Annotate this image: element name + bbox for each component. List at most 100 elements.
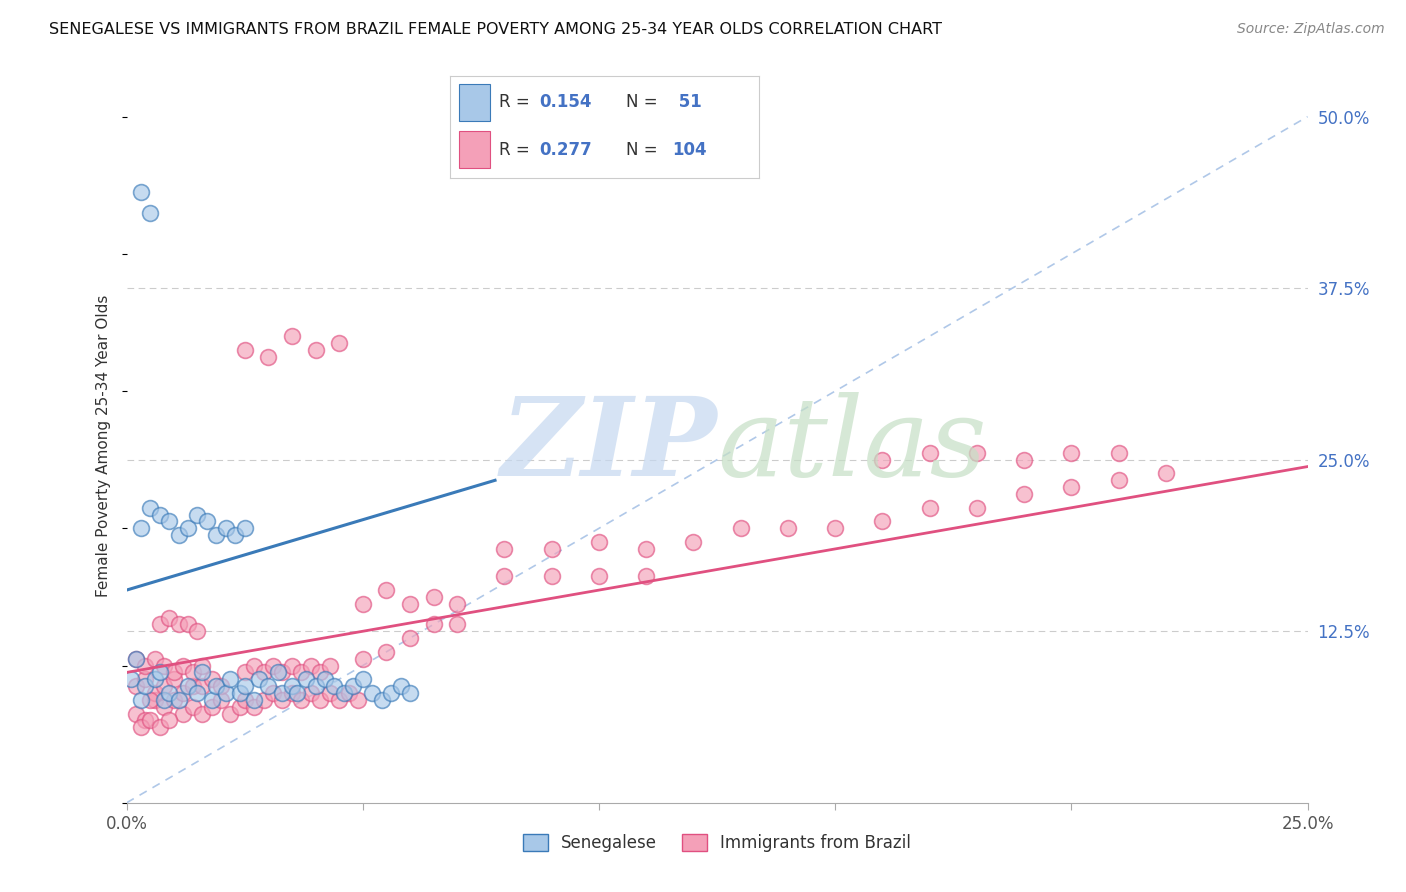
Point (252, 665, 274, 680)
Point (361, 686, 384, 700)
Point (143, 686, 166, 700)
Point (333, 686, 356, 700)
Point (163, 673, 186, 687)
Point (209, 693, 232, 707)
Point (181, 699, 204, 714)
Point (229, 699, 252, 714)
Point (143, 693, 166, 707)
Text: R =: R = (499, 141, 536, 159)
Point (200, 673, 222, 687)
Point (143, 673, 166, 687)
Point (295, 673, 318, 687)
Point (285, 686, 308, 700)
Point (125, 651, 148, 665)
Text: SENEGALESE VS IMMIGRANTS FROM BRAZIL FEMALE POVERTY AMONG 25-34 YEAR OLDS CORREL: SENEGALESE VS IMMIGRANTS FROM BRAZIL FEM… (49, 22, 942, 37)
Point (399, 597, 422, 611)
Point (636, 569, 658, 583)
Point (309, 665, 332, 680)
Point (824, 521, 846, 535)
Point (290, 693, 312, 707)
Point (233, 693, 256, 707)
Point (149, 617, 172, 632)
Point (186, 508, 208, 522)
Point (247, 673, 270, 687)
Point (1154, 467, 1177, 481)
Point (323, 679, 346, 693)
Point (966, 500, 988, 515)
Point (243, 693, 266, 707)
Point (304, 679, 326, 693)
Point (271, 686, 294, 700)
Point (149, 720, 172, 734)
Point (872, 515, 894, 529)
Point (252, 693, 274, 707)
Point (730, 521, 752, 535)
Point (304, 343, 326, 357)
Point (200, 693, 222, 707)
Point (309, 693, 332, 707)
Point (129, 693, 152, 707)
Point (290, 665, 312, 680)
Point (636, 541, 658, 556)
Point (172, 658, 194, 673)
Point (588, 535, 610, 549)
Point (157, 610, 180, 624)
Point (191, 706, 214, 721)
Point (257, 679, 280, 693)
Point (215, 521, 238, 535)
Point (200, 699, 222, 714)
Point (125, 679, 148, 693)
Point (134, 658, 156, 673)
Point (1108, 446, 1130, 460)
Point (209, 679, 232, 693)
Point (181, 679, 204, 693)
Point (446, 617, 468, 632)
Point (399, 686, 422, 700)
Point (375, 583, 398, 598)
Point (224, 528, 246, 542)
Text: 0.277: 0.277 (540, 141, 592, 159)
Point (167, 693, 190, 707)
Bar (460, 84, 491, 121)
Point (243, 658, 266, 673)
Point (125, 706, 148, 721)
Text: ZIP: ZIP (501, 392, 717, 500)
Point (191, 679, 214, 693)
Point (139, 205, 162, 219)
Point (1012, 452, 1035, 467)
Point (149, 665, 172, 680)
Point (233, 521, 256, 535)
Point (271, 665, 294, 680)
Point (318, 686, 340, 700)
Point (233, 679, 256, 693)
Point (370, 693, 392, 707)
Point (129, 185, 152, 199)
Point (352, 651, 374, 665)
Point (540, 569, 562, 583)
Point (153, 679, 176, 693)
Point (139, 500, 162, 515)
Text: 0.154: 0.154 (540, 94, 592, 112)
Point (129, 720, 152, 734)
Point (872, 452, 894, 467)
Point (328, 336, 350, 351)
Point (153, 658, 176, 673)
Point (271, 693, 294, 707)
Point (540, 541, 562, 556)
Point (352, 597, 374, 611)
Point (337, 686, 360, 700)
Point (163, 665, 186, 680)
Text: 51: 51 (672, 94, 702, 112)
Point (143, 651, 166, 665)
Point (134, 673, 156, 687)
Point (177, 521, 200, 535)
Point (281, 686, 304, 700)
Point (139, 693, 162, 707)
Point (157, 714, 180, 728)
Point (281, 658, 304, 673)
Point (153, 693, 176, 707)
Point (134, 714, 156, 728)
Point (177, 679, 200, 693)
Point (347, 693, 370, 707)
Point (191, 665, 214, 680)
